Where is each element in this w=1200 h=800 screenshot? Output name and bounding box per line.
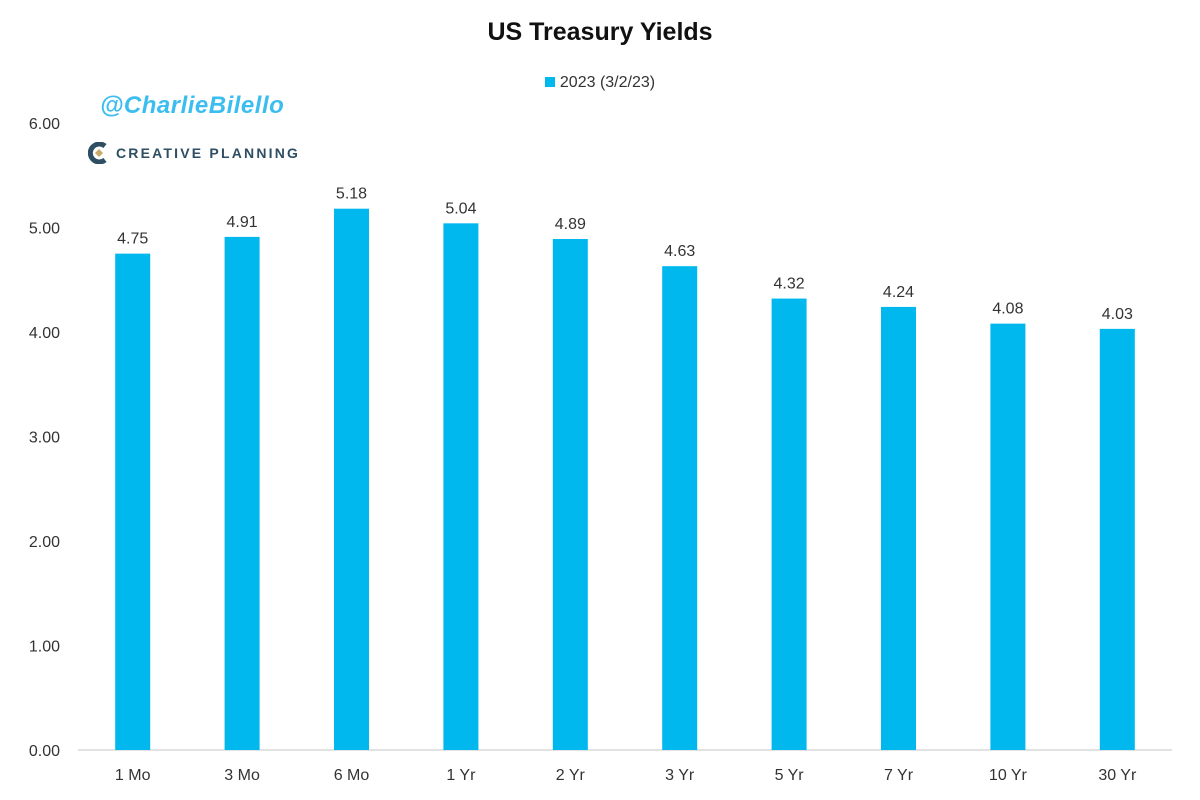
logo-text: CREATIVE PLANNING: [116, 145, 301, 161]
legend: 2023 (3/2/23): [0, 74, 1200, 92]
author-handle: @CharlieBilello: [100, 92, 285, 119]
x-tick-label: 2 Yr: [556, 767, 586, 784]
data-label: 4.03: [1102, 306, 1133, 323]
data-label: 5.18: [336, 186, 367, 203]
data-label: 4.89: [555, 216, 586, 233]
bar: [443, 223, 479, 750]
bar: [881, 306, 916, 750]
x-tick-label: 3 Yr: [665, 767, 695, 784]
x-tick-label: 10 Yr: [989, 767, 1028, 784]
bar: [990, 323, 1026, 750]
bar: [334, 208, 369, 750]
legend-swatch: [544, 77, 555, 87]
y-tick-label: 4.00: [29, 325, 60, 342]
x-tick-label: 3 Mo: [224, 767, 260, 784]
y-tick-label: 6.00: [29, 116, 60, 133]
data-label: 4.24: [883, 284, 914, 301]
data-label: 4.08: [992, 301, 1023, 318]
bar: [1099, 328, 1135, 750]
y-tick-label: 3.00: [29, 430, 60, 447]
y-tick-label: 0.00: [29, 743, 60, 760]
creative-planning-logo: CREATIVE PLANNING: [88, 142, 300, 164]
bar: [771, 298, 807, 750]
x-tick-label: 7 Yr: [884, 767, 914, 784]
x-tick-label: 5 Yr: [775, 767, 805, 784]
x-tick-label: 6 Mo: [334, 767, 370, 784]
legend-label: 2023 (3/2/23): [559, 74, 656, 91]
x-tick-label: 1 Mo: [115, 767, 151, 784]
data-label: 5.04: [445, 200, 476, 217]
data-label: 4.32: [774, 276, 805, 293]
bar: [115, 253, 151, 750]
chart-title: US Treasury Yields: [487, 18, 713, 46]
y-tick-label: 2.00: [29, 534, 60, 551]
logo-c-icon: [88, 142, 107, 164]
data-label: 4.91: [227, 214, 258, 231]
y-tick-label: 5.00: [29, 221, 60, 238]
data-label: 4.63: [664, 243, 695, 260]
x-tick-label: 1 Yr: [446, 767, 476, 784]
bar: [224, 236, 260, 750]
x-tick-label: 30 Yr: [1098, 767, 1137, 784]
bar: [552, 238, 588, 750]
bar: [662, 266, 698, 750]
y-tick-label: 1.00: [29, 639, 60, 656]
data-label: 4.75: [117, 231, 148, 248]
